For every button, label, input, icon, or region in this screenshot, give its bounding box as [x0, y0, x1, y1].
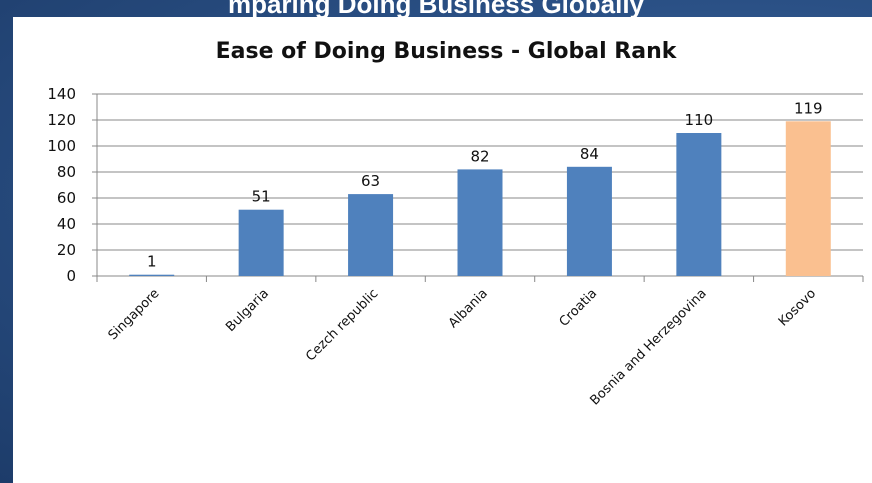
bar: [348, 194, 394, 276]
bar-chart: Ease of Doing Business - Global Rank 1 51…: [47, 39, 864, 408]
y-tick-label: 0: [66, 267, 76, 285]
bars: [129, 121, 831, 276]
bar: [457, 169, 503, 276]
data-label: 51: [252, 188, 271, 206]
bar: [785, 121, 831, 276]
data-label: 110: [685, 111, 714, 129]
data-label: 1: [147, 253, 157, 271]
x-tick-label: Bulgaria: [223, 286, 272, 335]
x-tick-label: Bosnia and Herzegovina: [587, 286, 709, 408]
bar: [129, 274, 175, 276]
data-label: 82: [470, 147, 489, 165]
bar: [676, 133, 722, 276]
chart-title: Ease of Doing Business - Global Rank: [216, 39, 678, 64]
bar: [566, 166, 612, 276]
slide-title: mparing Doing Business Globally: [227, 0, 645, 18]
y-tick-label: 120: [47, 111, 76, 129]
y-tick-label: 140: [47, 85, 76, 103]
bar: [238, 209, 284, 276]
x-tick-label: Singapore: [106, 286, 163, 343]
data-labels: 1 51 63 82 84 110 119: [147, 99, 823, 270]
data-label: 119: [794, 99, 823, 117]
data-label: 63: [361, 172, 380, 190]
y-tick-label: 100: [47, 137, 76, 155]
x-tick-label: Kosovo: [776, 286, 819, 329]
y-tick-label: 40: [57, 215, 76, 233]
y-tick-label: 60: [57, 189, 76, 207]
y-tick-label: 20: [57, 241, 76, 259]
x-axis-ticks: Singapore Bulgaria Cezch republic Albania Cr…: [106, 286, 820, 408]
y-axis-ticks: 0 20 40 60 80 100 120 140: [47, 85, 76, 285]
x-tick-label: Croatia: [557, 286, 601, 330]
x-tick-label: Albania: [446, 286, 491, 331]
x-tick-label: Cezch republic: [303, 286, 381, 364]
data-label: 84: [580, 145, 599, 163]
y-tick-label: 80: [57, 163, 76, 181]
chart-panel: Ease of Doing Business - Global Rank 1 51…: [13, 17, 872, 483]
